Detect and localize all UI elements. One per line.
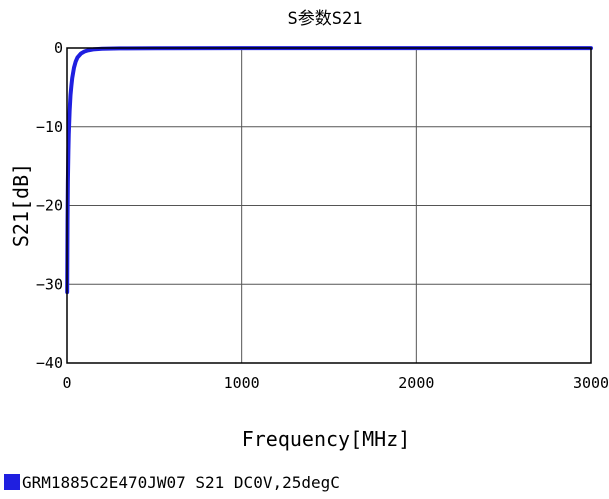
x-tick-labels: 0 1000 2000 3000 xyxy=(62,374,609,392)
y-tick-label: −40 xyxy=(36,354,63,372)
x-tick-label: 3000 xyxy=(573,374,609,392)
y-tick-label: 0 xyxy=(54,39,63,57)
y-tick-label: −20 xyxy=(36,197,63,215)
legend-swatch xyxy=(4,474,20,490)
legend: GRM1885C2E470JW07 S21 DC0V,25degC xyxy=(4,472,340,492)
y-tick-label: −10 xyxy=(36,118,63,136)
y-tick-labels: 0 −10 −20 −30 −40 xyxy=(36,39,63,372)
x-tick-label: 1000 xyxy=(224,374,260,392)
x-tick-label: 2000 xyxy=(398,374,434,392)
x-tick-label: 0 xyxy=(62,374,71,392)
legend-label: GRM1885C2E470JW07 S21 DC0V,25degC xyxy=(22,472,340,492)
y-tick-label: −30 xyxy=(36,275,63,293)
plot-frame xyxy=(66,47,592,364)
chart-title: S参数S21 xyxy=(288,9,363,29)
x-axis-title: Frequency[MHz] xyxy=(242,427,411,451)
y-axis-title: S21[dB] xyxy=(9,163,33,247)
